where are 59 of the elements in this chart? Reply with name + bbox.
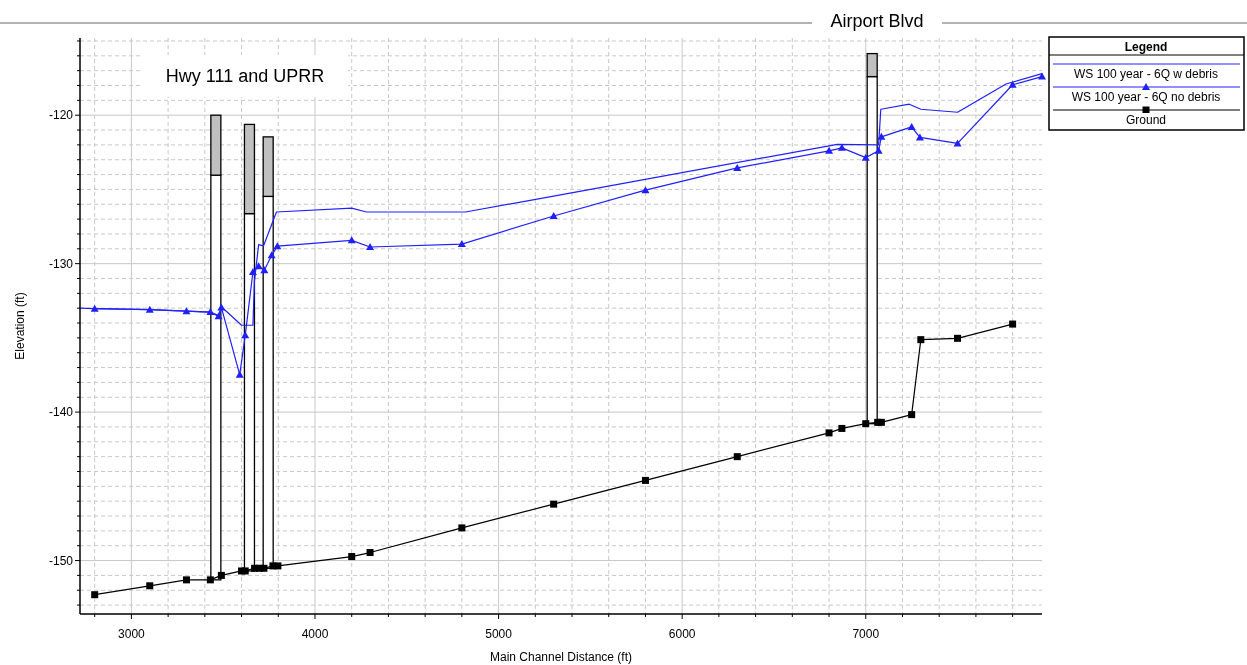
point [549, 212, 558, 219]
point [1009, 320, 1017, 328]
point [273, 242, 282, 250]
chart-title: Airport Blvd [830, 11, 924, 31]
point [260, 564, 268, 572]
y-axis-title: Elevation (ft) [13, 292, 27, 360]
point [954, 334, 962, 342]
point [458, 524, 466, 532]
point [348, 553, 356, 561]
point [182, 307, 191, 315]
point [91, 591, 99, 599]
y-tick-label: -130 [48, 256, 74, 271]
point [641, 186, 650, 194]
point [861, 153, 870, 161]
point [260, 266, 269, 274]
y-tick-label: -150 [48, 553, 74, 568]
point [206, 576, 214, 584]
point [550, 500, 558, 508]
point [1008, 80, 1017, 88]
point [235, 370, 244, 378]
point [641, 476, 649, 484]
y-tick-label: -140 [48, 405, 74, 420]
point [825, 146, 834, 154]
point [206, 308, 215, 316]
x-axis-title: Main Channel Distance (ft) [489, 650, 633, 664]
legend-label: Ground [1125, 113, 1167, 127]
point [145, 305, 154, 313]
x-tick-label: 6000 [668, 627, 696, 641]
point [837, 143, 846, 151]
point [838, 424, 846, 432]
x-tick-label: 3000 [118, 627, 146, 641]
point [457, 240, 466, 248]
point [825, 429, 833, 437]
text: WS 100 year - 6Q w debris [1073, 67, 1219, 81]
point [733, 453, 741, 461]
point [907, 122, 916, 130]
legend-title: Legend [1124, 40, 1168, 54]
point [217, 571, 225, 579]
point [877, 132, 886, 140]
y-tick-label: -120 [48, 108, 74, 123]
point [874, 146, 883, 154]
point [146, 582, 154, 590]
point [733, 163, 742, 171]
point [248, 267, 257, 275]
point [274, 562, 282, 570]
point [1038, 72, 1046, 80]
annotation: Hwy 111 and UPRR [165, 66, 325, 86]
x-tick-label: 7000 [852, 627, 880, 641]
point [347, 236, 356, 244]
point [366, 549, 374, 557]
point [366, 243, 375, 251]
x-tick-label: 4000 [301, 627, 329, 641]
point [862, 420, 870, 428]
x-tick-label: 5000 [485, 627, 513, 641]
point [90, 304, 99, 312]
point [182, 576, 190, 584]
point [917, 336, 925, 344]
point [908, 411, 916, 419]
legend-label: WS 100 year - 6Q no debris [1071, 90, 1221, 104]
